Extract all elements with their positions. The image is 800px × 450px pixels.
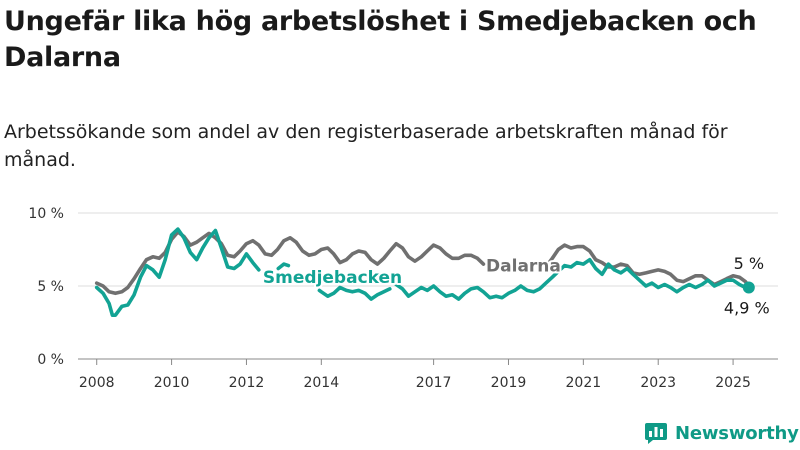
- y-tick-label: 10 %: [28, 206, 64, 222]
- end-value-dalarna: 5 %: [734, 254, 764, 273]
- brand-logo: Newsworthy: [644, 420, 799, 446]
- x-tick-label: 2023: [640, 375, 676, 391]
- series-label-smedjebacken: Smedjebacken: [263, 268, 402, 288]
- end-value-smedjebacken: 4,9 %: [724, 298, 770, 317]
- x-axis: 2008 2010 2012 2014 2017 2019 2021 2023 2025: [78, 358, 778, 391]
- series-line-smedjebacken: [276, 262, 291, 271]
- x-tick-label: 2019: [491, 375, 527, 391]
- brand-name: Newsworthy: [675, 422, 799, 444]
- x-tick-label: 2021: [566, 375, 602, 391]
- chart-subtitle: Arbetssökande som andel av den registerb…: [4, 121, 728, 171]
- series-line-smedjebacken: [394, 257, 748, 301]
- series-line-smedjebacken: [94, 227, 261, 317]
- end-point-smedjebacken: [742, 281, 755, 294]
- y-tick-label: 0 %: [37, 352, 64, 368]
- series-label-dalarna: Dalarna: [486, 256, 561, 276]
- y-axis-ticks: 0 % 5 % 10 %: [28, 206, 64, 368]
- newsworthy-logo-icon: [645, 423, 667, 444]
- x-tick-label: 2010: [154, 375, 190, 391]
- y-tick-label: 5 %: [37, 279, 64, 295]
- series-lines: [94, 227, 751, 317]
- series-line-smedjebacken: [317, 285, 392, 301]
- x-tick-label: 2025: [715, 375, 751, 391]
- x-tick-label: 2008: [79, 375, 115, 391]
- x-tick-label: 2012: [229, 375, 265, 391]
- series-line-dalarna: [94, 230, 486, 296]
- x-tick-label: 2014: [303, 375, 339, 391]
- chart-title: Ungefär lika hög arbetslöshet i Smedjeba…: [4, 6, 757, 73]
- series-labels: Smedjebacken Dalarna 5 % 4,9 %: [261, 254, 770, 317]
- x-tick-label: 2017: [416, 375, 452, 391]
